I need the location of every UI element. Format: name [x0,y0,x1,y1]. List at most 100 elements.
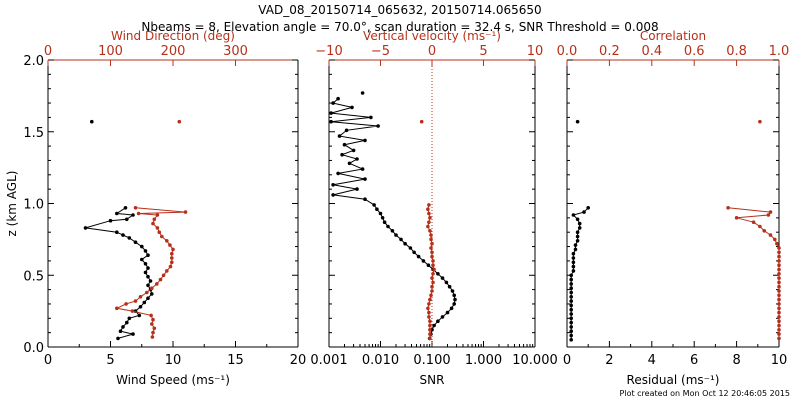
top-tick-label: 0.4 [641,44,662,59]
data-point-top [150,286,154,291]
data-point-bottom [421,259,426,263]
data-point-bottom [412,250,416,255]
data-point-bottom [569,303,573,308]
x-tick-label: 0.010 [362,353,399,368]
data-point-top [136,211,141,216]
top-tick-label: 0.0 [557,44,578,59]
data-point-bottom [347,161,352,166]
data-point-bottom [569,338,573,342]
data-point-top [768,233,773,237]
data-point-bottom [575,234,580,239]
data-point-top [777,336,781,341]
data-point-top [777,315,781,319]
data-point-bottom [575,217,580,222]
x-tick-label: 5 [106,353,114,368]
data-point-bottom [394,233,398,237]
top-tick-label: −5 [371,44,390,59]
data-point-top [777,259,781,263]
data-point-bottom [146,283,150,288]
x-axis-label: Wind Speed (ms⁻¹) [116,373,230,387]
top-tick-label: 0.2 [599,44,620,59]
data-point-bottom [569,299,573,303]
data-point-bottom [403,241,407,246]
x-tick-label: 10.000 [512,353,558,368]
data-point-top [428,216,432,220]
data-point-top [160,234,164,239]
top-tick-label: 200 [161,44,186,59]
data-point-top [777,319,781,324]
data-point-bottom [125,320,129,325]
top-tick-label: −10 [315,44,342,59]
data-point-top [777,267,781,272]
top-tick-label: 5 [479,44,487,59]
data-point-bottom [382,220,387,224]
data-point-top [431,272,435,276]
series-line-bottom [330,98,456,339]
x-tick-label: 2 [605,353,613,368]
x-tick-label: 4 [648,353,656,368]
data-point-bottom [577,226,582,230]
data-point-bottom [573,247,578,252]
data-point-bottom [340,152,344,157]
data-point-top [427,310,431,315]
data-point-top [428,332,432,336]
top-tick-label: 300 [223,44,248,59]
data-point-top [777,276,781,280]
top-tick-label: 0.6 [684,44,705,59]
x-tick-label: 0 [563,353,571,368]
data-point-bottom [399,237,403,242]
data-point-bottom [372,203,376,207]
y-tick-label: 0.5 [23,269,44,284]
data-point-top [768,210,773,214]
data-point-bottom [432,323,436,328]
data-point-top [777,272,781,276]
data-point-bottom [351,148,356,153]
data-point-bottom [336,96,340,101]
data-point-top [161,273,166,278]
data-point-bottom [445,310,450,315]
top-tick-label: 0 [428,44,436,59]
data-point-top [431,259,435,263]
data-point-top [426,207,430,211]
data-point-top [155,213,160,217]
data-point-bottom [440,276,445,280]
data-point-top [150,322,154,326]
data-point-top [165,239,169,243]
data-point-top [157,230,162,234]
plot-credit: Plot created on Mon Oct 12 20:46:05 2015 [620,389,790,398]
data-point-top [758,224,762,229]
top-tick-label: 0.8 [726,44,747,59]
data-point-bottom [577,221,582,226]
data-point-bottom [571,264,576,269]
data-point-bottom [363,138,367,143]
data-point-bottom [436,272,440,276]
data-point-top [775,241,779,246]
data-point-bottom [573,243,578,247]
data-point-bottom [342,142,347,147]
data-point-bottom [336,171,340,176]
data-point-bottom [569,307,573,312]
data-point-top [130,309,135,313]
y-tick-label: 1.5 [23,126,44,141]
data-point-bottom [127,236,132,240]
data-point-top [430,250,434,255]
data-point-top [168,243,172,247]
y-tick-label: 2.0 [23,54,44,69]
data-point-top [177,119,182,124]
data-point-top [155,282,159,286]
data-point-top [170,251,174,256]
data-point-bottom [447,284,452,289]
data-point-bottom [449,306,454,311]
data-point-top [170,256,174,260]
data-point-top [777,297,781,302]
data-point-top [777,302,781,306]
data-point-bottom [355,187,359,191]
data-point-bottom [121,233,125,237]
data-point-bottom [148,279,153,283]
data-point-top [138,295,143,299]
data-point-bottom [575,230,580,234]
data-point-bottom [569,282,573,286]
data-point-top [430,289,434,293]
data-point-bottom [450,289,455,293]
data-point-top [427,220,431,224]
